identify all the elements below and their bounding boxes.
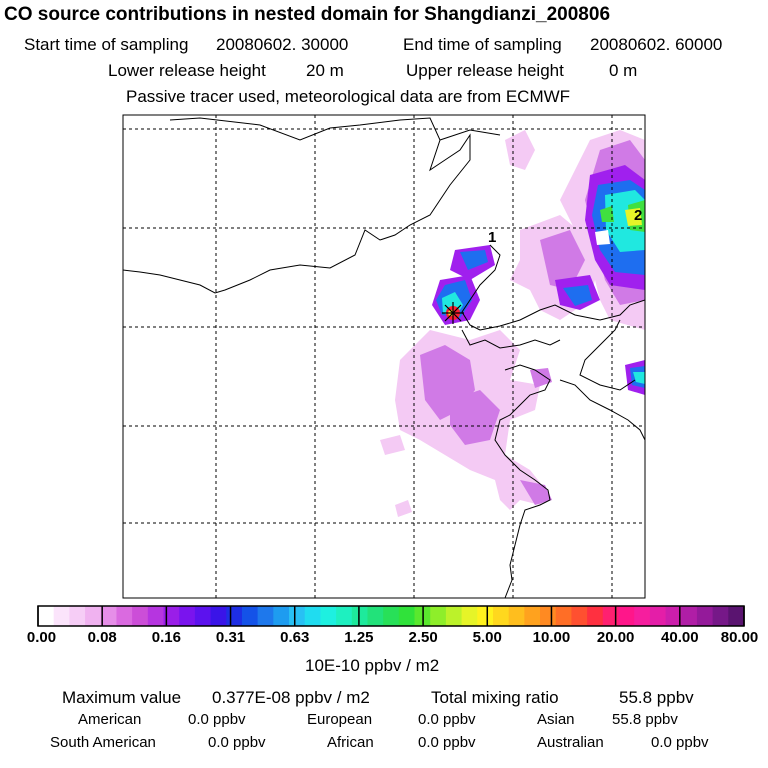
colorbar-cell xyxy=(492,606,510,626)
colorbar-tick-label: 0.00 xyxy=(26,629,57,646)
colorbar-units: 10E-10 ppbv / m2 xyxy=(305,656,440,675)
end-label: End time of sampling xyxy=(403,35,562,54)
colorbar-cell xyxy=(38,606,55,626)
colorbar-cell xyxy=(210,606,227,626)
colorbar-cell xyxy=(665,606,682,626)
colorbar-cell xyxy=(649,606,667,626)
colorbar-tick-label: 2.50 xyxy=(408,629,438,646)
colorbar-tick-label: 0.31 xyxy=(215,629,246,646)
colorbar-cell xyxy=(587,606,604,626)
colorbar-cell xyxy=(524,606,541,626)
coastlines xyxy=(123,117,645,598)
region-value: 0.0 ppbv xyxy=(418,734,476,751)
colorbar-cell xyxy=(681,606,698,626)
colorbar-cell xyxy=(179,606,196,626)
region-name: European xyxy=(307,711,373,728)
max-value: 0.377E-08 ppbv / m2 xyxy=(212,688,370,707)
colorbar-tick-label: 20.00 xyxy=(596,629,635,646)
colorbar-cell xyxy=(618,606,635,626)
colorbar-ticks xyxy=(37,606,745,626)
region-value: 0.0 ppbv xyxy=(208,734,266,751)
colorbar-cell xyxy=(336,606,353,626)
colorbar-cell xyxy=(634,606,651,626)
region-name: American xyxy=(78,711,142,728)
marker-label-1: 1 xyxy=(488,229,496,246)
upper-height-value: 0 m xyxy=(609,61,638,80)
colorbar-cell xyxy=(241,606,259,626)
region-value: 0.0 ppbv xyxy=(651,734,709,751)
colorbar-cell xyxy=(116,606,133,626)
station-marker xyxy=(442,302,464,324)
note-text: Passive tracer used, meteorological data… xyxy=(126,87,571,106)
colorbar-cell xyxy=(304,606,321,626)
colorbar-cell xyxy=(367,606,384,626)
colorbar-cell xyxy=(696,606,714,626)
plume-hole xyxy=(595,230,610,245)
colorbar-cell xyxy=(351,606,369,626)
colorbar-tick-label: 1.25 xyxy=(344,629,374,646)
colorbar-cell xyxy=(508,606,525,626)
colorbar-cell xyxy=(461,606,478,626)
colorbar-tick-label: 40.00 xyxy=(661,629,699,646)
colorbar-cell xyxy=(320,606,337,626)
colorbar-cell xyxy=(712,606,729,626)
colorbar-tick-label: 80.00 xyxy=(720,629,759,646)
region-value: 55.8 ppbv xyxy=(612,711,678,728)
colorbar-tick-label: 10.00 xyxy=(532,629,571,646)
colorbar-cell xyxy=(477,606,494,626)
start-label: Start time of sampling xyxy=(24,35,189,54)
colorbar-cell xyxy=(273,606,290,626)
colorbar-cell xyxy=(289,606,306,626)
colorbar-cell xyxy=(100,606,118,626)
plume-yellow xyxy=(625,208,642,226)
chart-title: CO source contributions in nested domain… xyxy=(4,4,611,25)
colorbar-cell xyxy=(445,606,463,626)
region-name: African xyxy=(327,734,374,751)
region-value: 0.0 ppbv xyxy=(418,711,476,728)
lower-height-value: 20 m xyxy=(306,61,344,80)
colorbar-cell xyxy=(163,606,180,626)
end-value: 20080602. 60000 xyxy=(590,35,723,54)
upper-height-label: Upper release height xyxy=(406,61,564,80)
colorbar xyxy=(38,606,745,626)
colorbar-cell xyxy=(555,606,573,626)
region-name: Asian xyxy=(537,711,575,728)
map-background xyxy=(123,115,645,598)
region-value: 0.0 ppbv xyxy=(188,711,246,728)
map-frame xyxy=(122,114,646,599)
total-value: 55.8 ppbv xyxy=(619,688,694,707)
colorbar-cell xyxy=(53,606,70,626)
region-name: South American xyxy=(50,734,156,751)
lower-height-label: Lower release height xyxy=(108,61,266,80)
colorbar-cell xyxy=(132,606,149,626)
region-name: Australian xyxy=(537,734,604,751)
colorbar-cell xyxy=(602,606,620,626)
colorbar-cell xyxy=(69,606,86,626)
colorbar-tick-label: 5.00 xyxy=(472,629,502,646)
colorbar-cell xyxy=(383,606,400,626)
colorbar-cell xyxy=(147,606,165,626)
colorbar-tick-label: 0.16 xyxy=(151,629,181,646)
colorbar-cell xyxy=(430,606,447,626)
colorbar-tick-label: 0.63 xyxy=(280,629,310,646)
colorbar-cell xyxy=(540,606,557,626)
max-label: Maximum value xyxy=(62,688,182,707)
colorbar-cell xyxy=(728,606,745,626)
start-value: 20080602. 30000 xyxy=(216,35,349,54)
total-label: Total mixing ratio xyxy=(431,688,559,707)
colorbar-cell xyxy=(398,606,416,626)
colorbar-cell xyxy=(257,606,274,626)
colorbar-cell xyxy=(85,606,102,626)
colorbar-tick-label: 0.08 xyxy=(87,629,117,646)
colorbar-cell xyxy=(194,606,212,626)
grid-lines xyxy=(123,115,645,598)
colorbar-cell xyxy=(226,606,243,626)
marker-label-2: 2 xyxy=(634,207,642,224)
colorbar-cell xyxy=(571,606,588,626)
